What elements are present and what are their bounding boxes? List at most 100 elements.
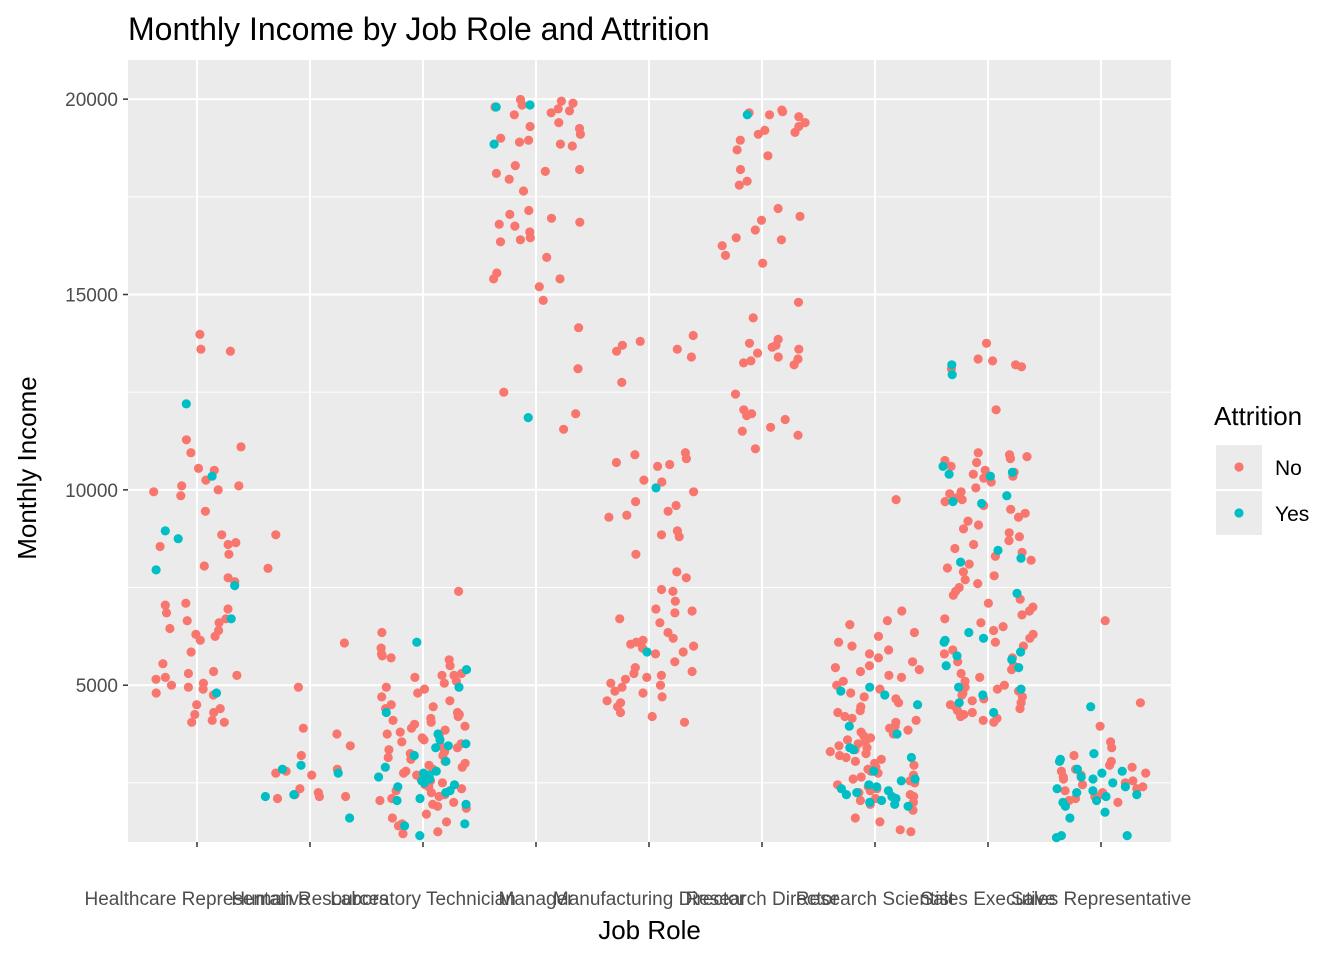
- data-point-yes: [956, 557, 966, 567]
- data-point-no: [1016, 362, 1027, 372]
- data-point-no: [750, 225, 760, 235]
- data-point-no: [158, 659, 168, 669]
- data-point-no: [689, 641, 699, 651]
- data-point-no: [670, 608, 680, 618]
- data-point-no: [263, 563, 273, 574]
- data-point-no: [971, 483, 981, 493]
- data-point-no: [834, 741, 844, 751]
- data-point-no: [1004, 528, 1014, 538]
- data-point-no: [764, 110, 775, 120]
- data-point-no: [151, 674, 161, 684]
- data-point-no: [672, 344, 682, 354]
- data-point-no: [631, 497, 641, 507]
- data-point-yes: [848, 745, 859, 755]
- data-point-no: [735, 164, 746, 175]
- data-point-no: [794, 112, 804, 122]
- data-point-no: [617, 340, 628, 350]
- legend-swatch-no: [1234, 462, 1244, 472]
- data-point-no: [491, 168, 501, 178]
- data-point-no: [989, 625, 999, 636]
- data-point-no: [489, 274, 499, 284]
- data-point-yes: [415, 831, 425, 841]
- data-point-no: [958, 524, 969, 534]
- data-point-no: [989, 717, 999, 727]
- data-point-no: [187, 717, 197, 727]
- data-point-no: [882, 616, 893, 626]
- data-point-no: [653, 461, 663, 471]
- data-point-yes: [1002, 491, 1012, 501]
- data-point-no: [744, 338, 755, 348]
- data-point-no: [963, 516, 973, 526]
- data-point-no: [460, 721, 470, 731]
- data-point-no: [426, 717, 436, 727]
- data-point-no: [776, 235, 787, 245]
- data-point-no: [377, 627, 387, 638]
- data-point-yes: [1088, 786, 1098, 796]
- data-point-no: [668, 586, 678, 597]
- data-point-yes: [419, 778, 429, 788]
- data-point-no: [181, 435, 191, 445]
- data-point-yes: [985, 471, 996, 481]
- data-point-yes: [1092, 795, 1102, 806]
- data-point-yes: [454, 682, 464, 692]
- data-point-yes: [869, 766, 879, 776]
- data-point-no: [298, 723, 308, 733]
- data-point-no: [855, 666, 866, 677]
- data-point-no: [538, 295, 548, 305]
- data-point-yes: [892, 729, 902, 739]
- data-point-no: [494, 219, 504, 229]
- data-point-no: [571, 409, 581, 419]
- data-point-yes: [903, 801, 913, 811]
- legend-swatch-yes: [1234, 508, 1244, 518]
- data-point-no: [732, 145, 742, 155]
- data-point-no: [386, 653, 396, 663]
- data-point-no: [631, 549, 641, 559]
- data-point-yes: [431, 743, 441, 753]
- data-point-no: [1004, 536, 1014, 546]
- y-tick-label: 20000: [65, 90, 118, 111]
- data-point-no: [730, 389, 741, 399]
- data-point-yes: [441, 788, 451, 798]
- data-point-no: [620, 674, 631, 684]
- data-point-no: [1014, 532, 1024, 542]
- data-point-no: [989, 571, 999, 581]
- data-point-yes: [1060, 801, 1070, 811]
- data-point-no: [382, 729, 392, 739]
- data-point-no: [341, 791, 351, 802]
- data-point-yes: [296, 760, 306, 770]
- data-point-no: [642, 672, 652, 683]
- data-point-no: [332, 729, 342, 739]
- data-point-no: [841, 752, 851, 763]
- data-point-yes: [1012, 588, 1022, 599]
- data-point-no: [665, 459, 675, 470]
- x-tick-label: Manufacturing Director: [553, 889, 746, 910]
- x-tick-label: Sales Executive: [920, 889, 1055, 910]
- legend-label-yes: Yes: [1275, 503, 1309, 526]
- data-point-no: [679, 717, 690, 727]
- data-point-no: [196, 344, 206, 354]
- data-point-yes: [642, 647, 652, 657]
- data-point-no: [567, 141, 577, 151]
- data-point-no: [674, 532, 684, 542]
- data-point-no: [186, 448, 196, 458]
- data-point-no: [574, 323, 584, 333]
- data-point-no: [388, 715, 398, 726]
- data-point-yes: [1007, 467, 1018, 477]
- data-point-no: [753, 129, 763, 139]
- data-point-no: [555, 139, 566, 149]
- data-point-no: [939, 649, 950, 659]
- data-point-no: [573, 364, 583, 374]
- data-point-no: [846, 688, 856, 698]
- data-point-yes: [181, 399, 191, 409]
- data-point-yes: [1072, 764, 1082, 774]
- data-point-no: [991, 405, 1001, 415]
- data-point-no: [419, 684, 430, 694]
- data-point-no: [514, 137, 525, 147]
- data-point-no: [505, 209, 515, 219]
- data-point-no: [1022, 452, 1032, 462]
- data-point-no: [1113, 797, 1123, 808]
- data-point-no: [990, 637, 1001, 647]
- data-point-no: [969, 539, 979, 550]
- data-point-no: [911, 715, 921, 726]
- data-point-yes: [374, 772, 384, 782]
